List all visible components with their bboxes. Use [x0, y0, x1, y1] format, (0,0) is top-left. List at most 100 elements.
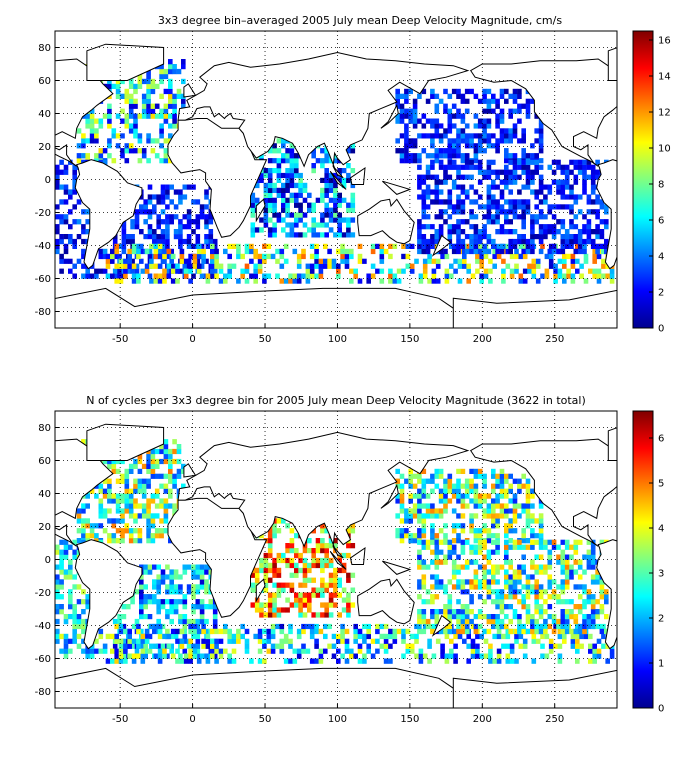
bin-cell [447, 153, 453, 159]
bin-cell [530, 564, 535, 570]
bin-cell [425, 618, 431, 625]
bin-cell [55, 609, 60, 615]
bin-cell [473, 93, 479, 99]
bin-cell [417, 184, 422, 190]
bin-cell [311, 153, 316, 159]
bin-cell [301, 628, 306, 635]
bin-cell [192, 653, 198, 659]
bin-cell [491, 623, 496, 630]
bin-cell [482, 224, 487, 230]
bin-cell [535, 278, 541, 284]
bin-cell [460, 153, 466, 159]
bin-cell [201, 253, 206, 260]
bin-cell [344, 248, 350, 255]
bin-cell [499, 229, 505, 235]
bin-cell [137, 453, 143, 460]
bin-cell [133, 463, 138, 469]
bin-cell [517, 503, 522, 509]
bin-cell [173, 214, 179, 220]
bin-cell [150, 533, 156, 539]
bin-cell [186, 643, 192, 649]
bin-cell [285, 543, 290, 549]
bin-cell [85, 533, 90, 539]
bin-cell [491, 108, 496, 114]
bin-cell [130, 224, 135, 230]
bin-cell [63, 184, 69, 190]
bin-cell [201, 623, 206, 630]
bin-cell [263, 202, 269, 208]
bin-cell [263, 212, 269, 218]
bin-cell [469, 618, 474, 625]
bin-cell [417, 243, 422, 249]
bin-cell [110, 658, 115, 664]
bin-cell [430, 594, 435, 600]
bin-cell [443, 103, 448, 109]
bin-cell [341, 177, 347, 183]
bin-cell [521, 199, 526, 205]
bin-cell [595, 224, 600, 230]
bin-cell [582, 584, 587, 590]
bin-cell [517, 589, 522, 595]
bin-cell [548, 263, 554, 269]
bin-cell [195, 258, 201, 264]
bin-cell [212, 268, 218, 274]
bin-cell [263, 192, 269, 198]
bin-cell [491, 539, 496, 545]
bin-cell [534, 609, 539, 615]
bin-cell [152, 204, 157, 210]
bin-cell [460, 549, 466, 555]
bin-cell [244, 243, 250, 249]
bin-cell [456, 614, 461, 620]
bin-cell [482, 569, 487, 575]
bin-cell [456, 569, 461, 575]
bin-cell [168, 98, 173, 104]
bin-cell [126, 268, 131, 274]
bin-cell [118, 653, 124, 659]
bin-cell [483, 653, 489, 659]
bin-cell [154, 493, 160, 499]
bin-cell [395, 148, 400, 154]
bin-cell [488, 658, 493, 664]
bin-cell [123, 273, 128, 279]
bin-cell [337, 197, 342, 203]
bin-cell [324, 202, 329, 208]
bin-cell [276, 217, 282, 223]
bin-cell [191, 589, 196, 595]
bin-cell [149, 623, 154, 630]
bin-cell [590, 564, 596, 570]
bin-cell [486, 508, 492, 514]
bin-cell [451, 549, 457, 555]
bin-cell [153, 623, 159, 630]
bin-cell [609, 268, 615, 274]
bin-cell [340, 638, 345, 644]
bin-cell [63, 549, 69, 555]
bin-cell [156, 574, 161, 580]
bin-cell [512, 539, 518, 545]
bin-cell [473, 493, 479, 499]
bin-cell [160, 199, 166, 205]
bin-cell [183, 258, 189, 264]
bin-cell [447, 498, 453, 504]
bin-cell [540, 633, 545, 640]
bin-cell [136, 628, 141, 635]
bin-cell [504, 138, 509, 144]
bin-cell [328, 543, 334, 549]
bin-cell [604, 238, 609, 245]
bin-cell [477, 138, 483, 144]
bin-cell [417, 133, 422, 139]
bin-cell [55, 204, 60, 210]
bin-cell [98, 268, 104, 274]
bin-cell [435, 258, 441, 264]
bin-cell [582, 618, 587, 625]
bin-cell [276, 192, 282, 198]
bin-cell [195, 564, 201, 570]
bin-cell [157, 243, 163, 249]
bin-cell [72, 623, 77, 630]
bin-cell [143, 569, 148, 575]
bin-cell [582, 243, 587, 249]
bin-cell [320, 592, 325, 598]
bin-cell [139, 579, 144, 585]
bin-cell [534, 599, 539, 605]
bin-cell [124, 93, 130, 99]
bin-cell [590, 623, 596, 630]
